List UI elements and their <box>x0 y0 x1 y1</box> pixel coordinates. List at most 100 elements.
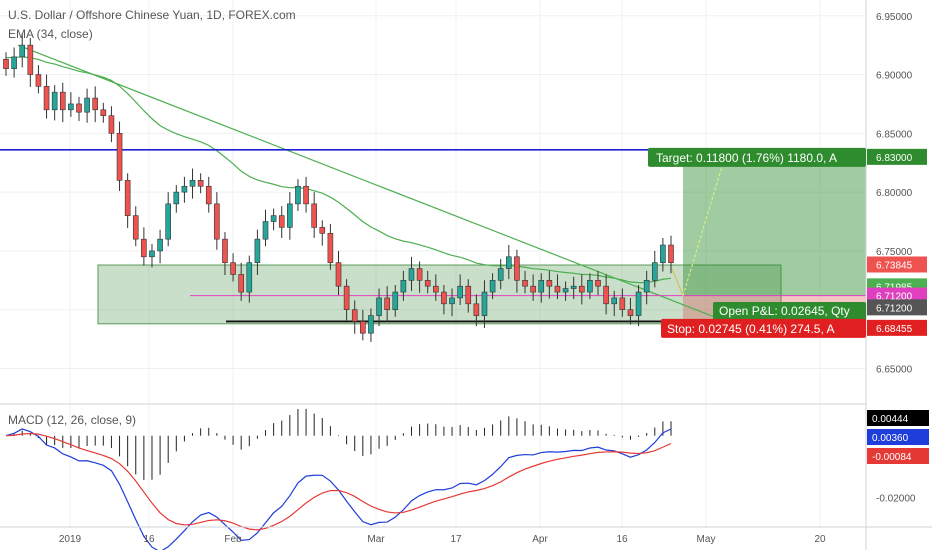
candle-body <box>449 297 455 305</box>
price-tick-label: 6.75000 <box>876 247 913 258</box>
candle-body <box>278 215 285 228</box>
macd-tick-label: -0.02000 <box>876 493 916 504</box>
candle-body <box>222 238 228 263</box>
grid <box>0 0 866 527</box>
price-tag-label: 6.83000 <box>876 153 913 164</box>
candle-body <box>343 285 350 310</box>
stop-label: Stop: 0.02745 (0.41%) 274.5, A <box>667 322 834 336</box>
candle-body <box>570 285 577 289</box>
macd-line <box>5 428 672 550</box>
trend-line <box>17 44 733 325</box>
candle-body <box>270 215 277 222</box>
candle-body <box>578 285 585 293</box>
price-tick-label: 6.95000 <box>876 12 913 23</box>
candle-body <box>287 203 293 228</box>
price-tick-label: 6.85000 <box>876 129 913 140</box>
candle-body <box>3 58 9 69</box>
macd-tag <box>867 448 929 464</box>
time-tick-label: Mar <box>367 534 385 545</box>
macd-pane: -0.02000 0.00444 0.00360 -0.00084 <box>5 408 929 550</box>
candle-body <box>295 185 301 205</box>
macd-tag-label: -0.00084 <box>872 452 912 463</box>
candle-body <box>141 238 147 258</box>
price-tag <box>867 148 927 165</box>
candle-body <box>360 321 366 334</box>
candle-body <box>124 180 131 216</box>
projection-line <box>671 268 684 296</box>
candle-body <box>108 115 115 134</box>
candle-body <box>303 185 309 205</box>
candle-body <box>157 238 163 252</box>
candle-body <box>19 44 26 58</box>
candle-body <box>181 185 188 193</box>
candle-body <box>27 44 34 75</box>
price-tag-label: 6.71200 <box>876 303 913 314</box>
time-tick-label: 16 <box>616 534 628 545</box>
target-label-box <box>648 147 866 167</box>
candle-body <box>668 244 674 263</box>
annotation-labels: Target: 0.11800 (1.76%) 1180.0, A Open P&… <box>648 147 866 338</box>
candle-body <box>473 303 480 316</box>
price-tag <box>867 319 927 336</box>
candle-body <box>651 262 658 281</box>
candles <box>3 33 674 343</box>
macd-tag <box>867 429 929 445</box>
ema-legend: EMA (34, close) <box>8 27 93 41</box>
candle-body <box>400 280 407 293</box>
candle-body <box>627 309 634 316</box>
candle-body <box>562 288 569 293</box>
macd-legend: MACD (12, 26, close, 9) <box>8 413 137 427</box>
candle-body <box>408 268 415 281</box>
candle-body <box>84 97 90 113</box>
candle-body <box>587 280 593 293</box>
candle-body <box>530 285 536 293</box>
price-tick-label: 6.90000 <box>876 71 913 82</box>
candle-body <box>546 280 553 287</box>
candle-body <box>424 280 431 287</box>
position-zones <box>97 156 866 328</box>
macd-tag <box>867 410 929 426</box>
range-zone <box>97 264 782 325</box>
candle-body <box>327 232 334 263</box>
candle-body <box>246 262 253 293</box>
candle-body <box>68 103 74 111</box>
candle-body <box>197 180 204 187</box>
candle-body <box>497 268 504 281</box>
candle-body <box>92 97 99 111</box>
time-tick-label: 20 <box>814 534 826 545</box>
candle-body <box>619 297 626 310</box>
candle-body <box>165 203 171 240</box>
candle-body <box>254 238 261 263</box>
candle-body <box>538 280 545 293</box>
price-tag-label: 6.73845 <box>876 260 913 271</box>
candle-body <box>51 91 58 111</box>
candle-body <box>311 203 317 228</box>
candle-body <box>384 297 390 310</box>
candle-body <box>660 244 666 263</box>
candle-body <box>433 285 439 293</box>
candle-body <box>514 256 520 281</box>
price-tag <box>867 256 927 273</box>
candle-body <box>489 280 496 293</box>
price-tag <box>867 299 927 316</box>
candle-body <box>173 191 180 205</box>
candle-body <box>262 221 269 240</box>
candle-body <box>319 227 326 234</box>
candle-body <box>635 291 642 316</box>
stop-label-box <box>661 318 866 338</box>
signal-line <box>5 432 672 531</box>
time-tick-label: Feb <box>224 534 242 545</box>
candle-body <box>335 262 342 287</box>
candle-body <box>392 291 399 310</box>
candle-body <box>11 56 17 69</box>
candle-body <box>481 291 488 316</box>
candle-body <box>554 285 561 293</box>
time-tick-label: 17 <box>450 534 462 545</box>
candle-body <box>132 215 139 240</box>
candle-body <box>189 180 196 187</box>
price-tag-label: 6.68455 <box>876 324 913 335</box>
time-tick-label: 16 <box>143 534 155 545</box>
candle-body <box>441 291 447 305</box>
time-tick-label: 2019 <box>59 534 82 545</box>
